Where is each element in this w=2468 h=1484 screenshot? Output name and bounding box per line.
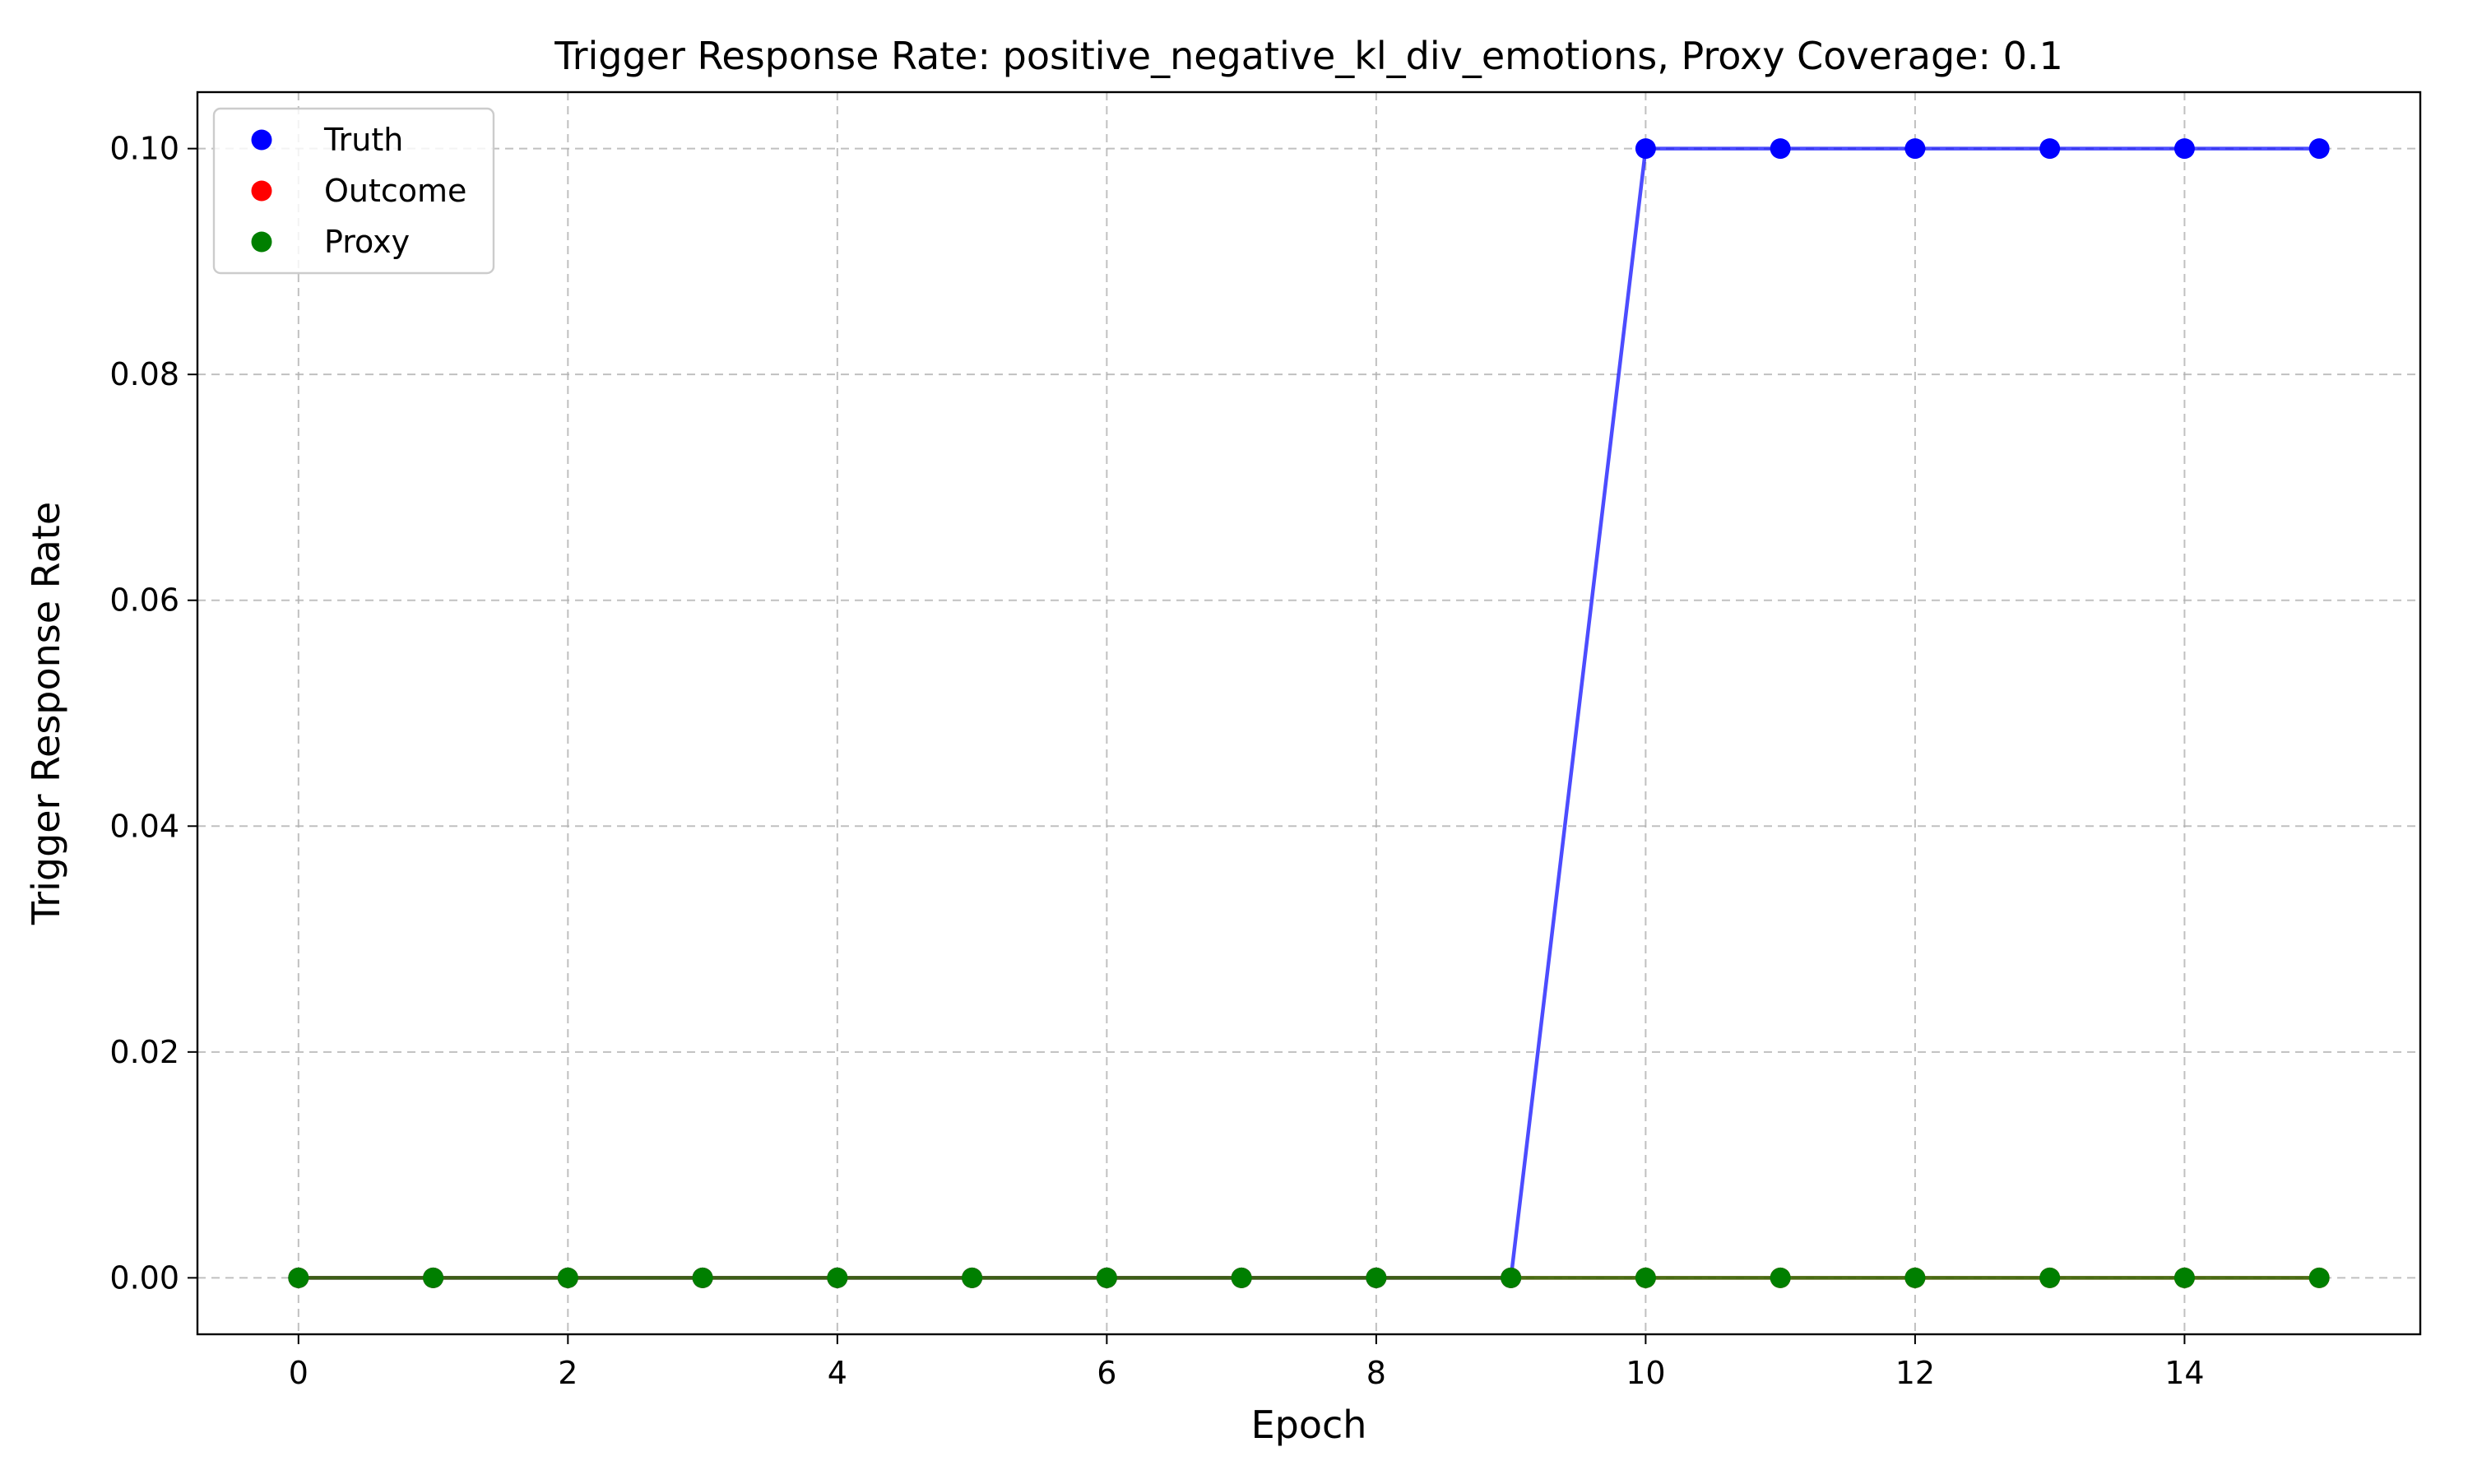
- x-tick-label: 8: [1366, 1355, 1386, 1391]
- data-point-truth: [1635, 138, 1656, 160]
- data-point-proxy: [962, 1267, 983, 1288]
- x-axis-label: Epoch: [1251, 1403, 1367, 1447]
- data-point-truth: [2039, 138, 2061, 160]
- legend-label-proxy: Proxy: [324, 224, 410, 260]
- grid: [197, 92, 2420, 1334]
- data-point-proxy: [1366, 1267, 1387, 1288]
- data-point-truth: [1904, 138, 1926, 160]
- data-point-proxy: [1231, 1267, 1252, 1288]
- data-point-proxy: [1770, 1267, 1791, 1288]
- x-tick-label: 6: [1097, 1355, 1116, 1391]
- data-point-proxy: [1501, 1267, 1522, 1288]
- y-axis-label: Trigger Response Rate: [24, 502, 68, 925]
- legend-marker-outcome: [251, 180, 272, 202]
- series-line-truth: [298, 146, 2320, 1280]
- legend-marker-proxy: [251, 231, 272, 253]
- y-tick-label: 0.10: [109, 131, 179, 167]
- x-tick-label: 0: [289, 1355, 308, 1391]
- x-tick-label: 4: [828, 1355, 847, 1391]
- x-tick-label: 2: [558, 1355, 578, 1391]
- ticks: 0 2 4 6 8 10 12 14 0.00 0.02 0.04 0.06 0.08 0.10: [109, 131, 2204, 1391]
- data-point-truth: [2308, 138, 2330, 160]
- data-point-proxy: [2039, 1267, 2061, 1288]
- data-point-truth: [2173, 138, 2195, 160]
- legend-box: [212, 107, 495, 275]
- data-point-proxy: [1904, 1267, 1926, 1288]
- y-tick-label: 0.04: [109, 808, 179, 844]
- legend-marker-truth: [251, 129, 272, 151]
- data-point-proxy: [2308, 1267, 2330, 1288]
- plot-frame: [196, 90, 2422, 1336]
- y-tick-label: 0.08: [109, 356, 179, 392]
- data-point-proxy: [423, 1267, 444, 1288]
- x-tick-label: 14: [2164, 1355, 2204, 1391]
- data-point-proxy: [1096, 1267, 1117, 1288]
- data-point-proxy: [288, 1267, 309, 1288]
- y-tick-label: 0.02: [109, 1034, 179, 1070]
- legend-items: Truth Outcome Proxy: [251, 122, 466, 260]
- data-point-proxy: [827, 1267, 848, 1288]
- data-point-proxy: [2173, 1267, 2195, 1288]
- x-tick-label: 12: [1895, 1355, 1935, 1391]
- data-point-proxy: [1635, 1267, 1656, 1288]
- y-tick-label: 0.06: [109, 582, 179, 619]
- data-point-proxy: [692, 1267, 713, 1288]
- data-point-proxy: [557, 1267, 578, 1288]
- chart-title: Trigger Response Rate: positive_negative…: [554, 34, 2063, 78]
- legend: Truth Outcome Proxy: [212, 107, 495, 275]
- legend-label-outcome: Outcome: [324, 173, 466, 209]
- x-tick-label: 10: [1626, 1355, 1665, 1391]
- y-tick-label: 0.00: [109, 1259, 179, 1296]
- legend-label-truth: Truth: [323, 122, 403, 158]
- series-layer: [288, 138, 2330, 1288]
- data-point-truth: [1770, 138, 1791, 160]
